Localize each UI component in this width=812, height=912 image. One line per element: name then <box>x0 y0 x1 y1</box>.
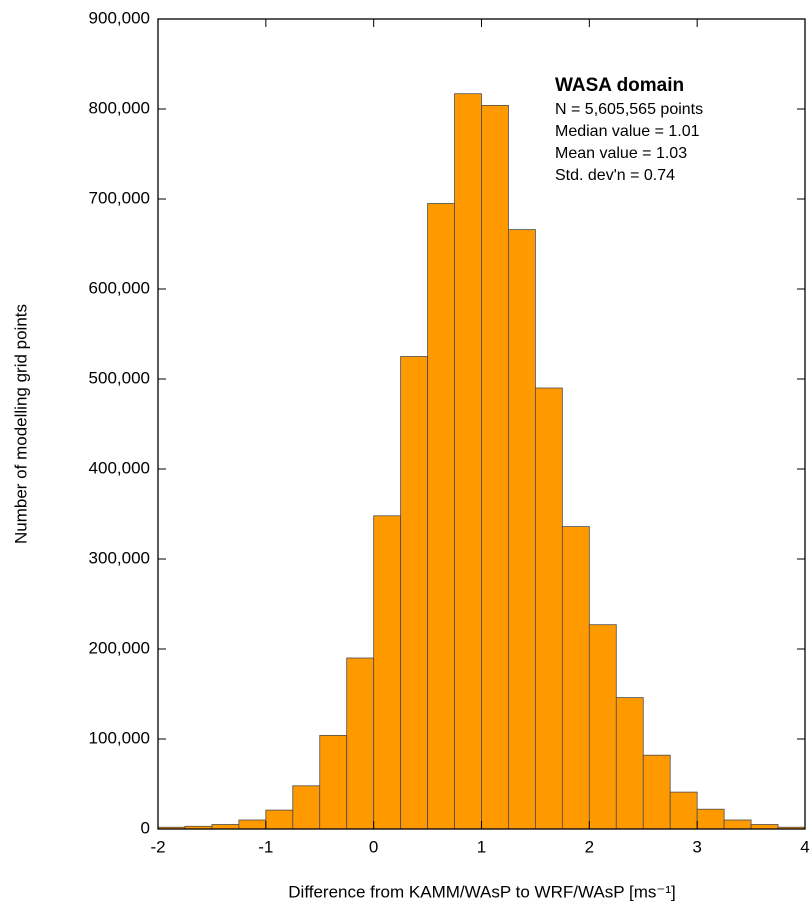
x-tick-label: 4 <box>800 837 809 856</box>
bar <box>238 819 267 830</box>
bar <box>265 809 294 830</box>
annotation-line: Median value = 1.01 <box>555 123 700 140</box>
annotation-line: Std. dev'n = 0.74 <box>555 167 675 184</box>
x-axis-label: Difference from KAMM/WAsP to WRF/WAsP [m… <box>288 882 675 901</box>
bar <box>400 356 428 830</box>
x-tick-label: 2 <box>585 837 594 856</box>
bar <box>723 819 752 830</box>
bar <box>750 824 779 830</box>
x-tick-label: -2 <box>150 837 165 856</box>
bar <box>373 515 402 830</box>
y-axis-label: Number of modelling grid points <box>11 304 30 544</box>
annotation-title: WASA domain <box>555 75 684 96</box>
bar <box>642 754 671 830</box>
bar <box>319 735 348 830</box>
bar <box>292 785 321 830</box>
y-tick-label: 400,000 <box>89 458 150 477</box>
y-tick-label: 900,000 <box>89 8 150 27</box>
bar <box>696 808 725 830</box>
x-tick-label: 0 <box>369 837 378 856</box>
bar <box>481 105 509 830</box>
y-tick-label: 800,000 <box>89 98 150 117</box>
bar <box>615 697 644 830</box>
x-tick-label: 3 <box>692 837 701 856</box>
bar <box>454 93 482 830</box>
y-tick-label: 0 <box>141 818 150 837</box>
y-tick-label: 100,000 <box>89 728 150 747</box>
bar <box>508 229 536 830</box>
y-tick-label: 200,000 <box>89 638 150 657</box>
bar <box>535 387 563 830</box>
bar <box>561 526 590 830</box>
bar <box>588 624 617 830</box>
x-tick-label: 1 <box>477 837 486 856</box>
annotation-line: N = 5,605,565 points <box>555 101 703 118</box>
bar <box>427 203 455 830</box>
y-tick-label: 500,000 <box>89 368 150 387</box>
bar <box>346 657 375 830</box>
y-tick-label: 600,000 <box>89 278 150 297</box>
annotation-line: Mean value = 1.03 <box>555 145 687 162</box>
y-tick-label: 300,000 <box>89 548 150 567</box>
y-tick-label: 700,000 <box>89 188 150 207</box>
x-tick-label: -1 <box>258 837 273 856</box>
bar <box>669 791 698 830</box>
bar <box>211 824 240 830</box>
